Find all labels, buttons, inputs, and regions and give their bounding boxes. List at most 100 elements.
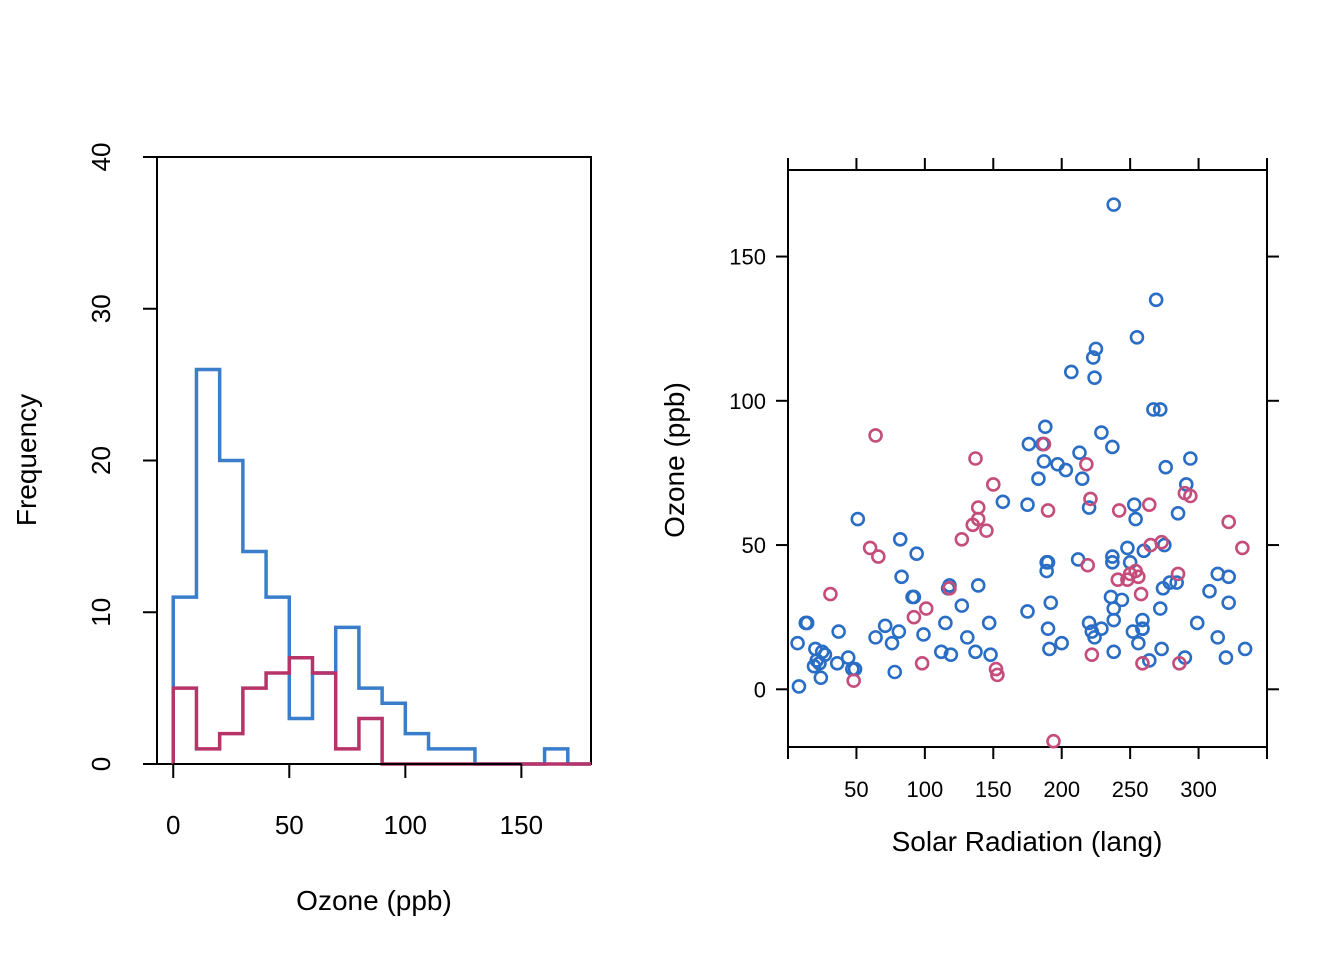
scatter-x-axis-title: Solar Radiation (lang) (892, 826, 1163, 857)
histogram-y-tick-label: 10 (86, 598, 116, 627)
scatter-point-series-2 (1142, 497, 1157, 512)
scatter-point-series-2 (1084, 647, 1100, 662)
scatter-point-series-1 (1021, 436, 1037, 452)
scatter-point-series-2 (1170, 566, 1186, 582)
scatter-point-series-1 (1125, 624, 1141, 639)
histogram-x-tick-label: 150 (500, 810, 543, 840)
scatter-point-series-1 (1221, 569, 1236, 585)
scatter-point-series-1 (1157, 537, 1172, 553)
scatter-point-series-2 (988, 661, 1004, 677)
scatter-x-tick-label: 200 (1043, 777, 1080, 802)
scatter-point-series-1 (1106, 644, 1122, 660)
histogram-series-2-outline (171, 656, 591, 766)
scatter-point-series-1 (938, 615, 953, 631)
scatter-point-series-1 (1087, 630, 1102, 645)
scatter-point-series-1 (1085, 350, 1101, 365)
scatter-point-series-2 (1083, 491, 1098, 507)
scatter-point-series-1 (1218, 650, 1234, 665)
scatter-point-series-2 (985, 477, 1001, 492)
scatter-point-series-1 (1105, 549, 1120, 564)
scatter-point-series-1 (909, 546, 924, 562)
scatter-point-series-1 (887, 664, 903, 680)
scatter-point-series-1 (1210, 630, 1226, 645)
scatter-point-series-1 (814, 644, 830, 660)
scatter-y-tick-label: 150 (729, 245, 766, 270)
scatter-point-series-1 (817, 647, 833, 662)
scatter-point-series-1 (959, 630, 975, 645)
scatter-point-series-2 (979, 523, 994, 538)
scatter-point-series-1 (1170, 506, 1186, 521)
scatter-point-series-1 (892, 531, 908, 547)
histogram-y-tick-label: 40 (86, 143, 116, 172)
scatter-point-series-2 (1036, 436, 1052, 452)
scatter-point-series-1 (1128, 511, 1143, 527)
scatter-point-series-1 (1072, 445, 1087, 461)
scatter-point-series-1 (884, 635, 900, 651)
scatter-y-tick-label: 100 (729, 389, 766, 414)
scatter-point-series-1 (831, 624, 846, 639)
scatter-point-series-1 (1131, 635, 1146, 651)
scatter-point-series-1 (1031, 471, 1046, 486)
histogram-y-axis-title: Frequency (11, 394, 42, 526)
scatter-point-series-1 (1037, 419, 1053, 435)
scatter-x-axis: 50 100 150 200 250 300 (787, 158, 1268, 802)
scatter-point-series-2 (990, 667, 1005, 683)
scatter-point-series-2 (954, 531, 970, 547)
scatter-point-series-1 (1148, 292, 1164, 308)
scatter-point-series-1 (968, 644, 983, 660)
scatter-point-series-1 (1158, 459, 1174, 475)
scatter-point-series-1 (1040, 555, 1056, 570)
histogram-x-tick-label: 50 (275, 810, 304, 840)
scatter-point-series-1 (1152, 402, 1168, 417)
histogram-series-1-outline (171, 367, 591, 766)
scatter-x-tick-label: 300 (1180, 777, 1217, 802)
scatter-x-tick-label: 100 (906, 777, 943, 802)
scatter-point-series-1 (1120, 540, 1135, 556)
scatter-point-series-1 (1105, 439, 1120, 455)
scatter-point-series-1 (1042, 641, 1057, 657)
scatter-x-tick-label: 250 (1112, 777, 1149, 802)
scatter-point-series-2 (862, 540, 878, 556)
scatter-point-series-1 (1074, 471, 1090, 486)
scatter-point-series-2 (970, 500, 986, 515)
histogram-y-tick-label: 30 (86, 294, 116, 323)
scatter-x-tick-label: 150 (975, 777, 1012, 802)
scatter-point-series-1 (1020, 604, 1035, 619)
scatter-point-series-1 (1129, 330, 1145, 345)
scatter-point-series-1 (1081, 615, 1097, 631)
scatter-point-series-1 (981, 615, 997, 631)
histogram-y-tick-label: 0 (86, 757, 116, 771)
scatter-point-series-2 (823, 586, 838, 602)
scatter-point-series-2 (846, 673, 861, 688)
histogram-x-axis-title: Ozone (ppb) (296, 885, 452, 916)
histogram-x-tick-label: 0 (166, 810, 180, 840)
scatter-point-series-2 (918, 601, 934, 616)
scatter-point-series-2 (1079, 456, 1094, 472)
scatter-point-series-2 (1133, 586, 1149, 602)
scatter-panel: 50 100 150 200 250 300 0 50 100 150 Solar Radiat… (659, 158, 1279, 857)
scatter-point-series-1 (943, 647, 959, 662)
scatter-point-series-1 (1162, 575, 1178, 590)
scatter-y-axis: 0 50 100 150 (729, 245, 1279, 702)
scatter-point-series-1 (791, 679, 807, 694)
scatter-point-series-1 (1135, 612, 1150, 628)
histogram-x-tick-label: 100 (384, 810, 427, 840)
scatter-point-series-1 (1039, 563, 1054, 579)
scatter-point-series-2 (1131, 569, 1146, 585)
scatter-point-series-1 (906, 589, 922, 605)
histogram-panel: 0 50 100 150 0 10 20 30 40 Ozone (ppb) Frequenc… (11, 143, 592, 916)
scatter-point-series-1 (1183, 451, 1198, 466)
scatter-point-series-2 (906, 609, 922, 625)
scatter-point-series-2 (871, 549, 886, 564)
scatter-point-series-1 (1126, 497, 1142, 512)
histogram-y-tick-label: 20 (86, 446, 116, 475)
scatter-point-series-1 (970, 578, 986, 593)
scatter-point-series-1 (1169, 575, 1184, 590)
scatter-point-series-1 (916, 627, 931, 642)
scatter-point-series-1 (1087, 370, 1102, 386)
scatter-point-series-1 (1106, 612, 1122, 628)
scatter-point-series-1 (1221, 595, 1236, 611)
scatter-point-series-1 (1189, 615, 1205, 631)
scatter-point-series-1 (850, 511, 866, 527)
